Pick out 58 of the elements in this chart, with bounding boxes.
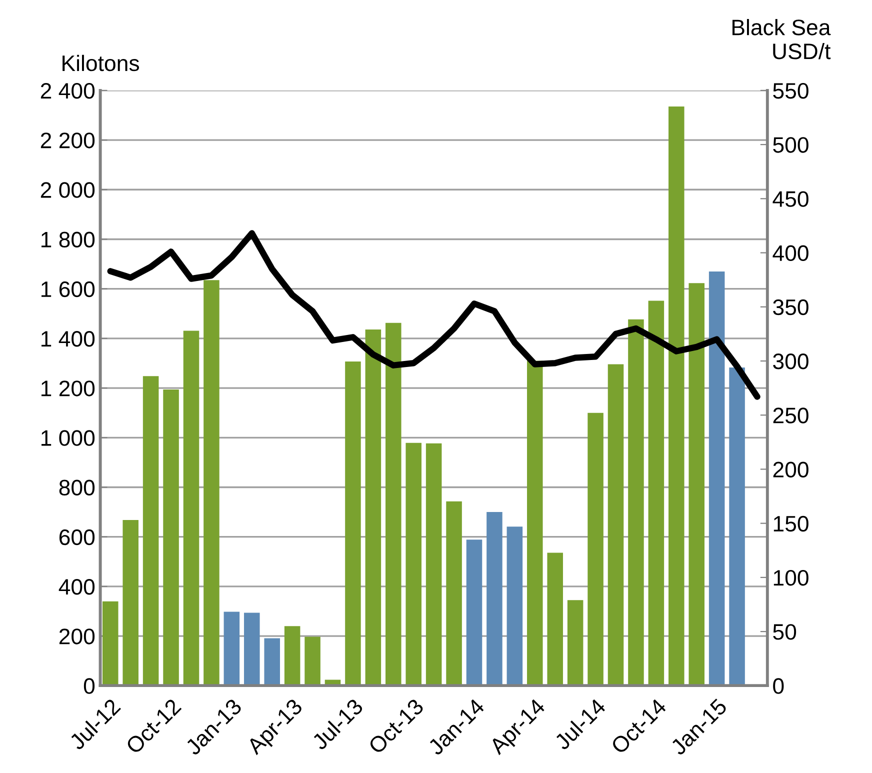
y2-tick-label: 550 bbox=[773, 82, 808, 99]
bar bbox=[506, 526, 523, 686]
bar bbox=[567, 600, 584, 686]
bar bbox=[688, 283, 704, 686]
y-tick-label: 1 000 bbox=[42, 430, 95, 446]
y-tick-label: 0 bbox=[84, 678, 95, 694]
bar bbox=[426, 443, 442, 686]
bar bbox=[204, 280, 220, 686]
bar bbox=[547, 552, 563, 686]
y-tick-label: 200 bbox=[59, 628, 95, 644]
bar bbox=[365, 330, 382, 686]
y-axis-title: Kilotons bbox=[62, 54, 140, 72]
y2-tick-label: 50 bbox=[773, 624, 796, 640]
y2-tick-label: 400 bbox=[772, 245, 808, 262]
y2-tick-label: 300 bbox=[773, 354, 808, 370]
bar bbox=[102, 601, 118, 686]
bar bbox=[446, 501, 462, 686]
y-tick-label: 2 000 bbox=[40, 182, 95, 198]
y-tick-label: 400 bbox=[58, 578, 95, 595]
bar bbox=[527, 360, 543, 686]
y2-tick-label: 150 bbox=[774, 516, 808, 532]
y-tick-label: 600 bbox=[59, 529, 95, 546]
y2-axis-title: Black Sea USD/t bbox=[732, 19, 831, 60]
bar bbox=[284, 626, 300, 686]
bar bbox=[244, 612, 260, 686]
bar bbox=[183, 330, 200, 686]
bar bbox=[608, 364, 624, 686]
bar bbox=[668, 106, 684, 686]
y-tick-label: 800 bbox=[59, 480, 95, 496]
y2-tick-label: 250 bbox=[773, 408, 808, 424]
bar bbox=[122, 520, 138, 686]
y2-tick-label: 200 bbox=[773, 462, 808, 478]
y-tick-label: 2 200 bbox=[40, 132, 95, 148]
y-tick-label: 1 200 bbox=[42, 380, 95, 396]
y2-tick-label: 500 bbox=[773, 137, 808, 153]
bar bbox=[729, 367, 745, 686]
y-tick-label: 1 800 bbox=[42, 232, 95, 248]
bar bbox=[304, 636, 320, 686]
bar bbox=[648, 300, 664, 686]
bar bbox=[588, 412, 604, 686]
y2-tick-label: 350 bbox=[773, 299, 808, 316]
y-tick-label: 1 600 bbox=[42, 281, 95, 298]
y-tick-label: 1 400 bbox=[42, 330, 95, 347]
bar bbox=[386, 322, 402, 686]
bar bbox=[345, 362, 361, 686]
bar bbox=[628, 319, 644, 686]
bar bbox=[466, 540, 482, 686]
bar bbox=[224, 612, 240, 686]
y-tick-label: 2 400 bbox=[40, 82, 95, 99]
bar bbox=[264, 638, 280, 686]
bar bbox=[142, 376, 159, 686]
y2-tick-label: 450 bbox=[772, 191, 808, 207]
bar bbox=[406, 442, 422, 686]
bar bbox=[486, 512, 502, 686]
y2-tick-label: 100 bbox=[774, 570, 808, 586]
bar bbox=[163, 390, 179, 686]
bar bbox=[708, 271, 725, 686]
y2-tick-label: 0 bbox=[773, 678, 784, 694]
